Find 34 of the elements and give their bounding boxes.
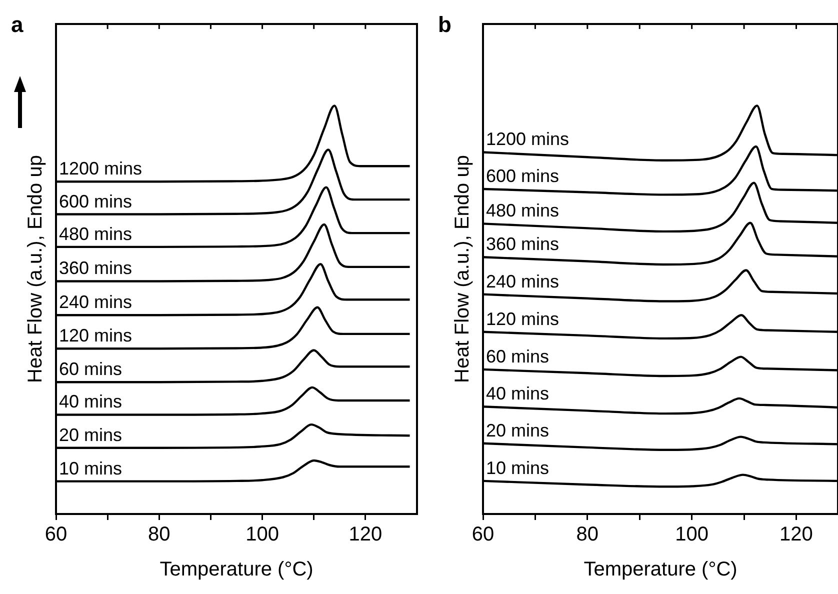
series-label: 20 mins: [486, 420, 550, 440]
x-tick-label: 100: [246, 524, 279, 546]
x-axis-title: Temperature (°C): [160, 558, 314, 581]
series-label: 40 mins: [59, 392, 122, 412]
x-tick-label: 120: [780, 524, 813, 546]
series-label: 120 mins: [486, 308, 560, 329]
series-label: 1200 mins: [486, 129, 570, 150]
series-label: 60 mins: [59, 359, 122, 380]
series-label: 40 mins: [486, 384, 550, 404]
x-tick-label: 100: [675, 524, 709, 546]
x-tick-label: 80: [576, 524, 599, 546]
series-label: 360 mins: [59, 258, 132, 278]
chart-title: b: [438, 12, 452, 38]
series-label: 10 mins: [59, 458, 122, 478]
series-label: 480 mins: [486, 200, 560, 221]
series-label: 10 mins: [486, 458, 550, 478]
y-axis-title: Heat Flow (a.u.), Endo up: [452, 155, 474, 383]
series-label: 600 mins: [59, 191, 132, 212]
series-label: 120 mins: [59, 326, 132, 346]
x-tick-label: 60: [44, 524, 68, 546]
series-label: 480 mins: [59, 224, 132, 244]
chart-title: a: [11, 12, 24, 38]
x-axis-title: Temperature (°C): [584, 558, 738, 581]
series-label: 240 mins: [486, 271, 560, 292]
series-label: 1200 mins: [59, 158, 142, 179]
series-label: 20 mins: [59, 424, 122, 445]
series-label: 240 mins: [59, 292, 132, 312]
series-label: 360 mins: [486, 234, 560, 254]
series-label: 600 mins: [486, 166, 560, 186]
series-label: 60 mins: [486, 346, 550, 366]
y-axis-title: Heat Flow (a.u.), Endo up: [24, 155, 47, 383]
x-tick-label: 120: [348, 524, 382, 546]
x-tick-label: 60: [472, 524, 494, 546]
x-tick-label: 80: [148, 524, 170, 546]
